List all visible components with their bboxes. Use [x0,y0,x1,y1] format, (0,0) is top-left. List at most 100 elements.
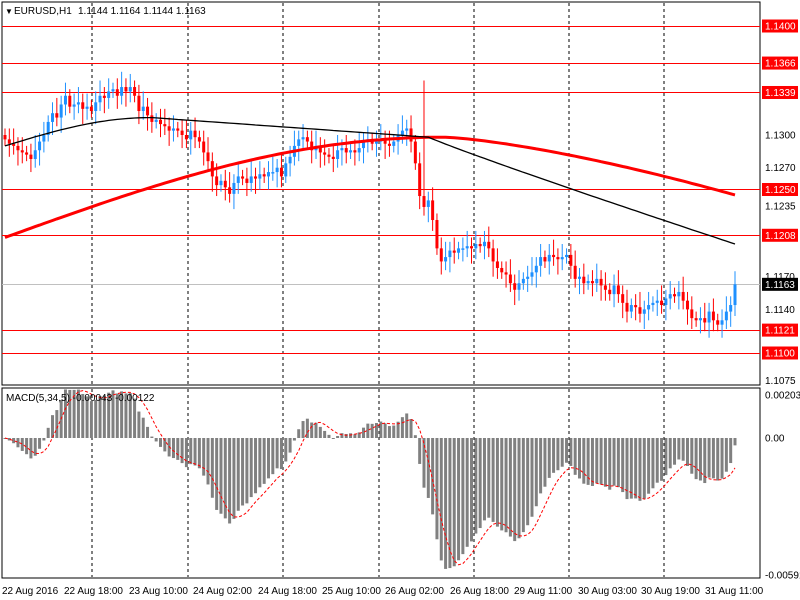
macd-bar [703,438,707,484]
macd-bar [120,391,124,438]
candle-body [171,128,175,131]
candle-body [418,163,422,197]
macd-bar [413,435,417,438]
macd-bar [677,438,681,460]
candle-body [482,241,486,247]
macd-bar [331,438,335,439]
candle-body [245,178,249,183]
macd-bar [608,438,612,490]
macd-bar [7,438,11,441]
candle-body [664,298,668,306]
macd-bar [547,438,551,478]
time-tick-label: 30 Aug 19:00 [641,586,700,597]
macd-bar [94,399,98,438]
macd-bar [491,438,495,522]
price-levels [2,26,760,354]
candle-body [284,163,288,177]
price-tick-label: 1.1075 [765,376,796,387]
candle-body [219,180,223,186]
macd-bar [171,438,175,459]
candle-body [297,139,301,146]
price-tick-label: 1.1270 [765,163,796,174]
candle-body [12,143,16,146]
macd-bar [387,426,391,438]
macd-bar [223,438,227,519]
time-tick-label: 23 Aug 10:00 [129,586,188,597]
macd-bar [353,434,357,438]
candle-body [357,148,361,153]
macd-bar [336,436,340,438]
macd-bar [392,425,396,438]
candle-body [495,261,499,268]
price-tick-label: 1.1400 [765,22,796,33]
price-tick-label: 1.1339 [765,88,796,99]
candle-body [634,305,638,308]
macd-bar [245,438,249,504]
time-tick-label: 26 Aug 18:00 [450,586,509,597]
macd-label: MACD(5,34,5) -0.00043 -0.00122 [6,393,155,404]
time-tick-label: 30 Aug 03:00 [578,586,637,597]
candle-body [340,148,344,151]
macd-bar [374,423,378,438]
macd-bar [452,438,456,567]
candle-body [595,278,599,284]
macd-bar [318,426,322,438]
macd-bar [12,438,16,444]
macd-bar [279,438,283,470]
macd-bar [46,427,50,438]
ohlc-values: 1.1144 1.1164 1.1144 1.1163 [78,6,206,17]
candle-body [720,320,724,325]
macd-bar [193,438,197,466]
macd-bar [314,422,318,438]
macd-bar [543,438,547,487]
candle-body [655,300,659,303]
macd-bar [25,438,29,455]
macd-bar [504,438,508,533]
macd-bar [42,438,46,441]
macd-tick-label: 0.00 [765,434,785,445]
macd-bar [724,438,728,472]
symbol-dropdown-icon[interactable]: ▼ [5,7,13,16]
candle-body [154,119,158,122]
candle-body [465,246,469,249]
macd-bar [647,438,651,494]
macd-bar [16,438,20,448]
macd-bar [154,438,158,442]
macd-bar [556,438,560,471]
candle-body [461,248,465,250]
candle-body [405,128,409,131]
candle-body [141,106,145,112]
macd-bar [513,438,517,542]
macd-bar [115,393,119,438]
candle-body [729,305,733,312]
price-tick-label: 1.1100 [765,349,795,360]
candle-body [167,126,171,131]
time-tick-label: 22 Aug 18:00 [64,586,123,597]
macd-bar [215,438,219,510]
candle-body [517,283,521,290]
macd-bar [439,438,443,561]
macd-bar [133,398,137,438]
macd-bar [448,438,452,569]
candle-body [621,294,625,303]
candle-body [508,274,512,284]
macd-bar [487,438,491,518]
candle-body [115,89,119,96]
candle-body [703,318,707,323]
candle-body [20,150,24,153]
macd-bar [418,438,422,464]
macd-bar [465,438,469,547]
macd-histogram [3,389,737,569]
symbol-label: EURUSD,H1 [14,6,72,17]
macd-bar [539,438,543,494]
time-tick-label: 24 Aug 18:00 [258,586,317,597]
macd-bar [707,438,711,478]
macd-bar [349,433,353,438]
macd-bar [685,438,689,466]
candle-body [521,278,525,284]
candle-body [94,102,98,112]
macd-bar [228,438,232,524]
candle-body [33,150,37,159]
candle-body [336,150,340,159]
